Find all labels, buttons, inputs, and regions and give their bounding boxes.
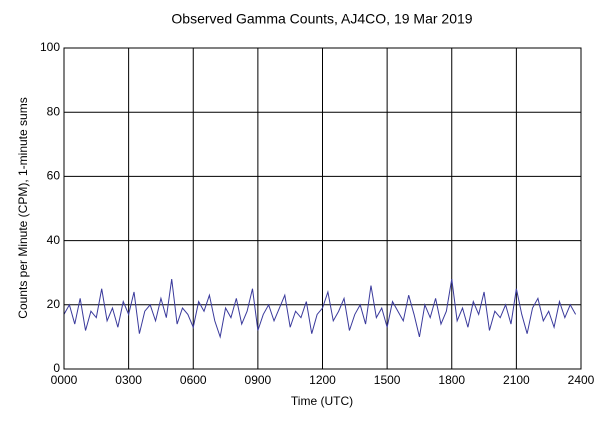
x-tick-label: 0000 [51,373,78,387]
y-tick-label: 40 [47,233,61,247]
x-tick-label: 1200 [309,373,336,387]
x-tick-label: 1800 [438,373,465,387]
y-axis-label: Counts per Minute (CPM), 1-minute sums [16,97,30,318]
y-tick-label: 80 [47,104,61,118]
chart-title: Observed Gamma Counts, AJ4CO, 19 Mar 201… [171,11,472,27]
x-tick-label: 0900 [245,373,272,387]
x-axis-label: Time (UTC) [291,394,353,408]
x-tick-label: 1500 [374,373,401,387]
y-tick-label: 60 [47,169,61,183]
y-tick-label: 20 [47,297,61,311]
y-tick-label: 0 [53,361,60,375]
y-tick-label: 100 [40,40,60,54]
x-tick-label: 2100 [503,373,530,387]
x-tick-label: 2400 [568,373,595,387]
x-tick-label: 0300 [115,373,142,387]
plot-frame [63,47,582,370]
data-line [63,279,577,339]
x-tick-label: 0600 [180,373,207,387]
